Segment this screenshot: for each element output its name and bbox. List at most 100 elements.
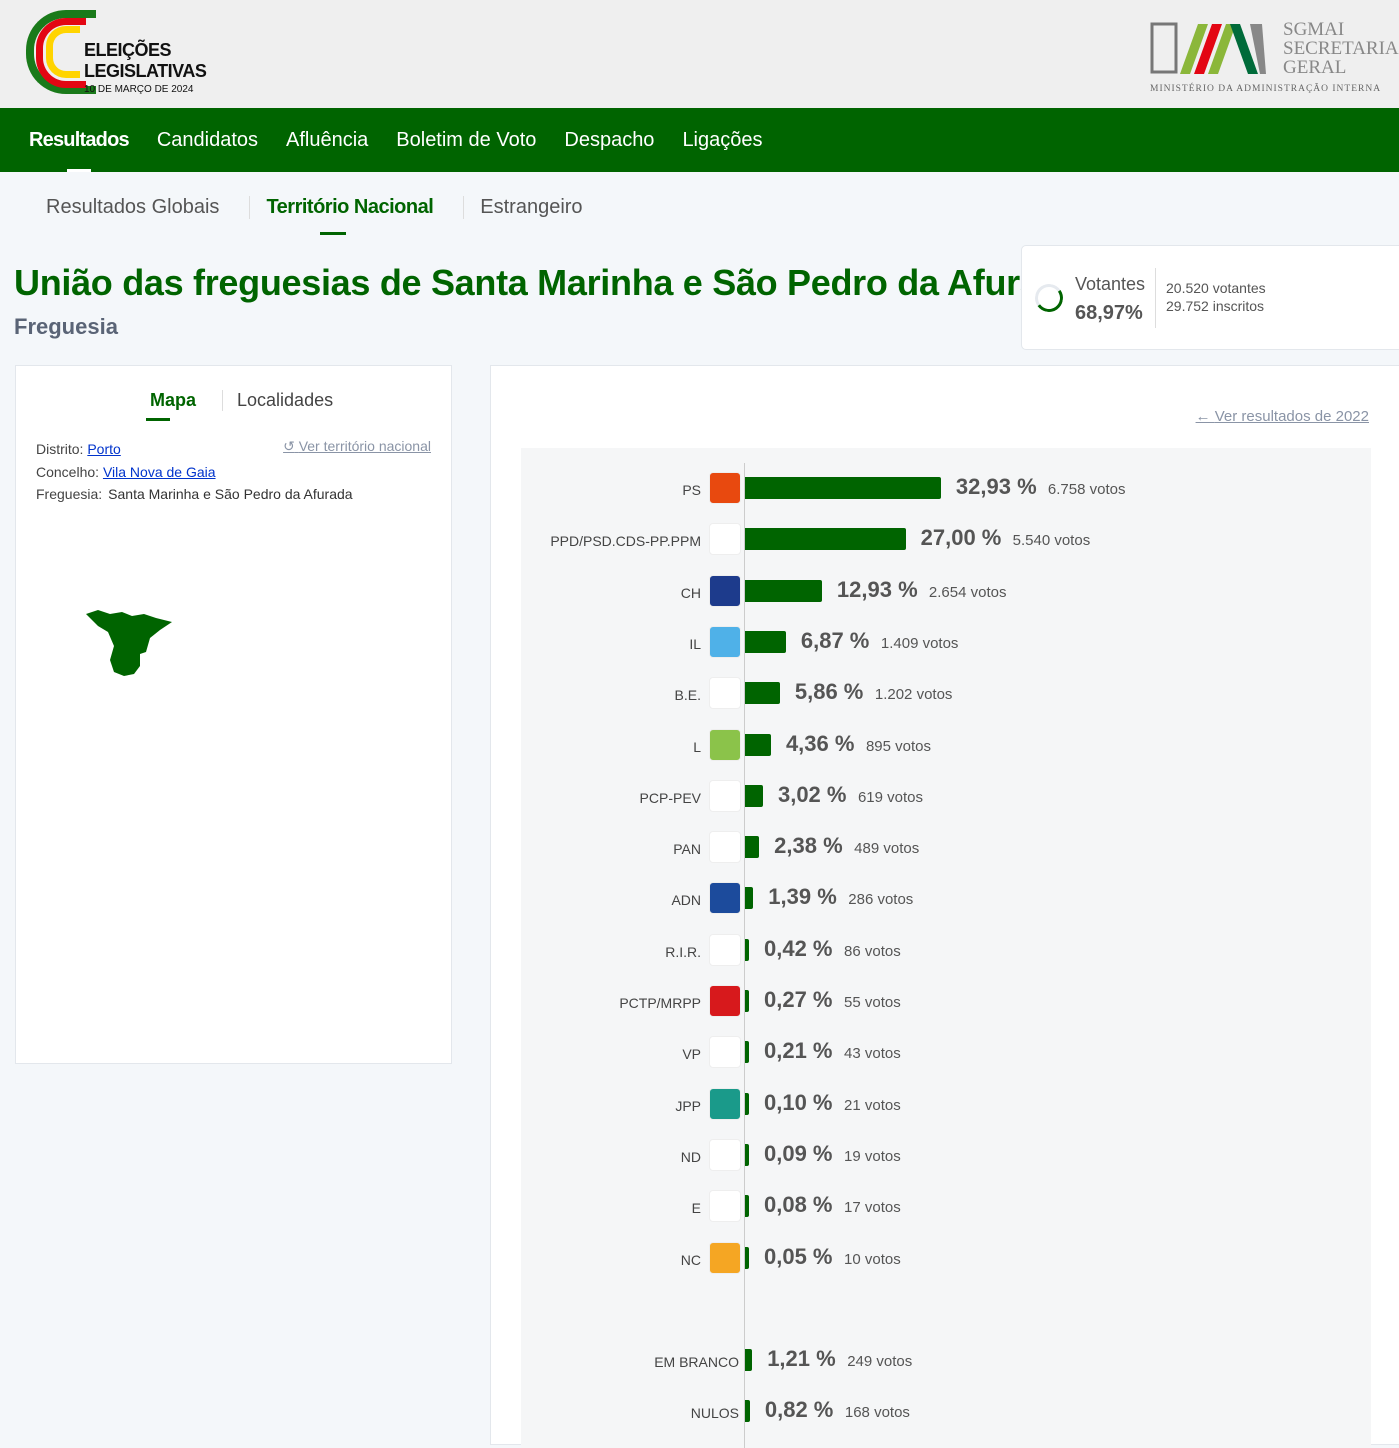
result-row: EM BRANCO 1,21 % 249 votos [521,1344,1371,1378]
result-bar [745,477,941,499]
result-row: CH 12,93 % 2.654 votos [521,574,1371,609]
tab-estrangeiro[interactable]: Estrangeiro [463,196,598,219]
result-bar [745,1400,750,1422]
party-logo-icon [709,882,741,915]
party-logo-icon [709,574,741,607]
elections-logo[interactable]: ELEIÇÕES LEGISLATIVAS 10 DE MARÇO DE 202… [26,10,207,100]
nav-candidatos[interactable]: Candidatos [156,129,258,151]
sgmai-logo[interactable]: SGMAI SECRETARIA GERAL MINISTÉRIO DA ADM… [1150,19,1398,94]
party-name: NC [680,1251,701,1268]
main-nav: Resultados Candidatos Afluência Boletim … [0,108,1399,172]
nav-despacho[interactable]: Despacho [564,129,655,151]
percent-label: 0,08 % [764,1192,833,1218]
result-bar [745,784,763,807]
party-name: PCP-PEV [639,789,701,806]
party-logo-icon [709,728,741,761]
result-bar [745,1092,749,1115]
tab-territorio-nacional[interactable]: Território Nacional [249,196,449,235]
party-name: NULOS [690,1405,739,1421]
votes-label: 86 votos [844,942,901,960]
result-bar [745,579,822,602]
result-bar [745,528,906,551]
party-logo-icon [709,677,741,710]
result-row: PPD/PSD.CDS-PP.PPM 27,00 % 5.540 votos [521,523,1371,557]
votes-label: 19 votos [844,1147,901,1165]
nav-resultados[interactable]: Resultados [15,108,143,172]
votes-label: 1.202 votos [874,686,953,704]
result-row: NC 0,05 % 10 votos [521,1241,1371,1276]
votes-label: 17 votos [844,1199,901,1217]
votes-label: 2.654 votos [928,583,1007,601]
top-header: ELEIÇÕES LEGISLATIVAS 10 DE MARÇO DE 202… [0,0,1399,108]
votes-label: 895 votos [865,737,931,755]
freguesia-map[interactable] [84,608,176,678]
page-title: União das freguesias de Santa Marinha e … [14,262,1081,303]
nav-afluencia[interactable]: Afluência [286,129,369,151]
tab-mapa[interactable]: Mapa [136,390,224,421]
percent-label: 0,05 % [764,1243,833,1269]
party-name: ADN [671,892,701,909]
turnout-percent: 68,97% [1075,302,1143,324]
percent-label: 0,27 % [764,987,833,1012]
distrito-link[interactable]: Porto [87,441,121,457]
results-chart: PS 32,93 % 6.758 votos PPD/PSD.CDS-PP.PPM 27… [521,448,1371,1448]
percent-label: 32,93 % [955,474,1037,499]
result-row: PCP-PEV 3,02 % 619 votos [521,779,1371,814]
party-name: PCTP/MRPP [619,995,701,1011]
votes-label: 489 votos [854,840,920,858]
votes-label: 6.758 votos [1047,481,1126,498]
party-name: ND [680,1148,701,1165]
result-bar [745,990,749,1012]
party-logo-icon [709,1241,741,1274]
tab-localidades[interactable]: Localidades [237,390,334,410]
result-bar [745,1246,749,1269]
votes-label: 619 votos [857,788,924,806]
party-name: PPD/PSD.CDS-PP.PPM [550,533,701,550]
chart-axis [744,463,745,1448]
ver-2022-link[interactable]: ← Ver resultados de 2022 [1195,408,1369,425]
party-name: L [693,738,701,755]
party-name: B.E. [674,687,701,704]
tab-resultados-globais[interactable]: Resultados Globais [46,196,220,218]
percent-label: 0,09 % [764,1140,833,1166]
result-bar [745,887,754,910]
percent-label: 0,42 % [764,935,833,961]
result-row: E 0,08 % 17 votos [521,1190,1371,1224]
party-logo-icon [709,1036,741,1069]
concelho-link[interactable]: Vila Nova de Gaia [102,463,216,480]
undo-icon: ↺ [283,438,295,454]
percent-label: 5,86 % [794,679,864,705]
party-logo-icon [709,472,741,504]
nav-boletim[interactable]: Boletim de Voto [396,129,537,151]
result-bar [745,1195,749,1218]
party-logo-icon [709,831,741,864]
percent-label: 4,36 % [785,730,855,756]
percent-label: 0,21 % [764,1038,833,1064]
result-row: VP 0,21 % 43 votos [521,1036,1371,1070]
votes-label: 249 votos [847,1353,913,1370]
ver-territorio-link[interactable]: ↺ Ver território nacional [283,438,431,454]
result-bar [745,1041,749,1064]
percent-label: 0,82 % [764,1397,834,1422]
party-name: CH [680,584,701,601]
result-bar [745,682,780,705]
votes-label: 5.540 votos [1012,532,1091,550]
percent-label: 1,39 % [768,884,837,910]
results-panel: ← Ver resultados de 2022 PS 32,93 % 6.758 … [490,365,1399,1448]
result-row: NULOS 0,82 % 168 votos [521,1395,1371,1429]
result-row: PS 32,93 % 6.758 votos [521,472,1371,506]
page-subtitle: Freguesia [14,314,118,339]
result-bar [745,836,760,859]
nav-ligacoes[interactable]: Ligações [682,129,763,151]
votes-label: 1.409 votos [880,634,959,652]
party-logo-icon [709,779,741,812]
result-row: B.E. 5,86 % 1.202 votos [521,677,1371,711]
result-row: ADN 1,39 % 286 votos [521,882,1371,916]
result-row: R.I.R. 0,42 % 86 votos [521,933,1371,968]
party-name: EM BRANCO [654,1354,739,1370]
votes-label: 43 votos [844,1045,901,1063]
result-row: L 4,36 % 895 votos [521,728,1371,763]
result-row: JPP 0,10 % 21 votos [521,1087,1371,1122]
party-logo-icon [709,1087,741,1120]
result-bar [745,938,749,961]
